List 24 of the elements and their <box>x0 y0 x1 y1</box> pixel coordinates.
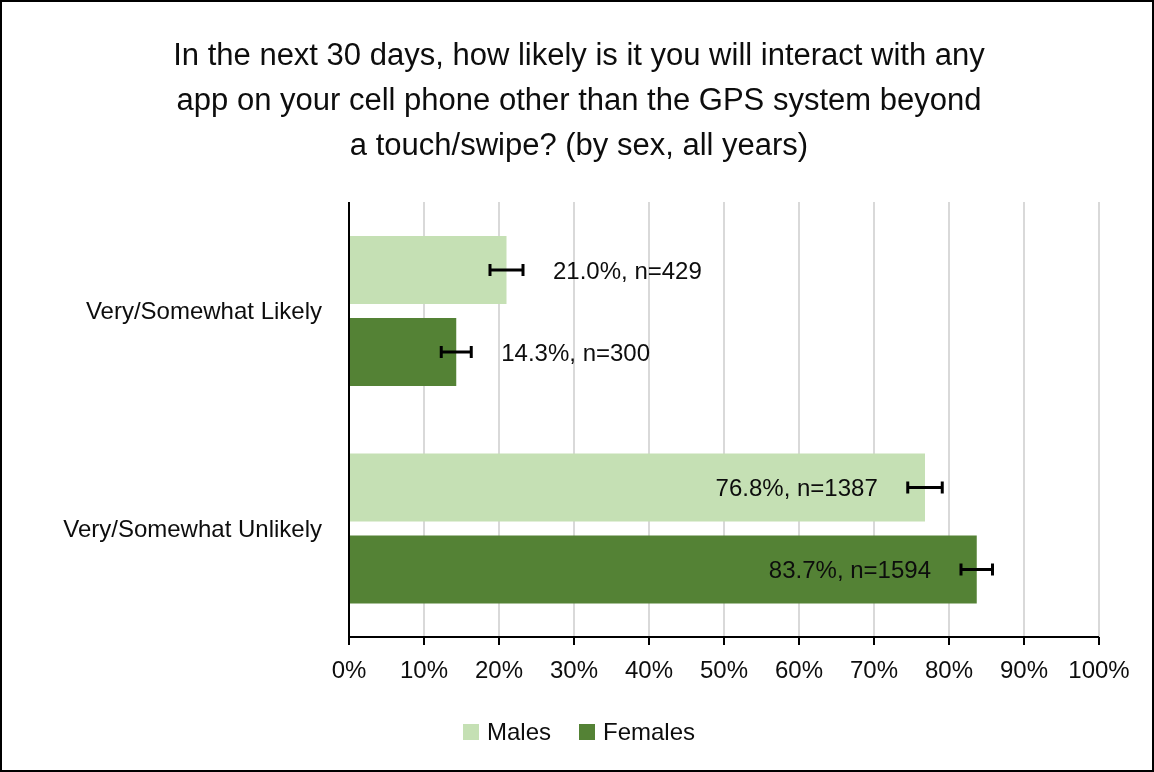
y-tick-label: Very/Somewhat Likely <box>85 297 322 325</box>
x-tick-label: 20% <box>474 656 524 684</box>
x-tick-label: 0% <box>331 656 367 684</box>
data-label: 83.7%, n=1594 <box>768 556 931 583</box>
bar <box>349 318 457 386</box>
x-tick-label: 10% <box>399 656 449 684</box>
bar <box>349 236 507 304</box>
data-label: 14.3%, n=300 <box>501 338 651 366</box>
chart-title: In the next 30 days, how likely is it you will interact with any app on your cell phone other than the GPS system beyond a touch/swipe? (by sex, all years) <box>172 36 986 164</box>
x-tick-label: 30% <box>549 656 599 684</box>
bar <box>349 453 925 522</box>
x-tick-label: 100% <box>1068 656 1130 684</box>
data-label: 76.8%, n=1387 <box>715 474 878 501</box>
x-tick-label: 60% <box>774 656 824 684</box>
x-tick-label: 50% <box>699 656 749 684</box>
legend-label: Females <box>603 718 696 746</box>
x-tick-label: 80% <box>924 656 974 684</box>
legend-label: Males <box>486 718 551 746</box>
bar <box>349 535 977 604</box>
x-tick-label: 40% <box>624 656 674 684</box>
y-tick-label: Very/Somewhat Unlikely <box>63 514 322 542</box>
x-tick-label: 90% <box>999 656 1049 684</box>
data-label: 21.0%, n=429 <box>553 256 702 284</box>
x-tick-label: 70% <box>849 656 899 684</box>
